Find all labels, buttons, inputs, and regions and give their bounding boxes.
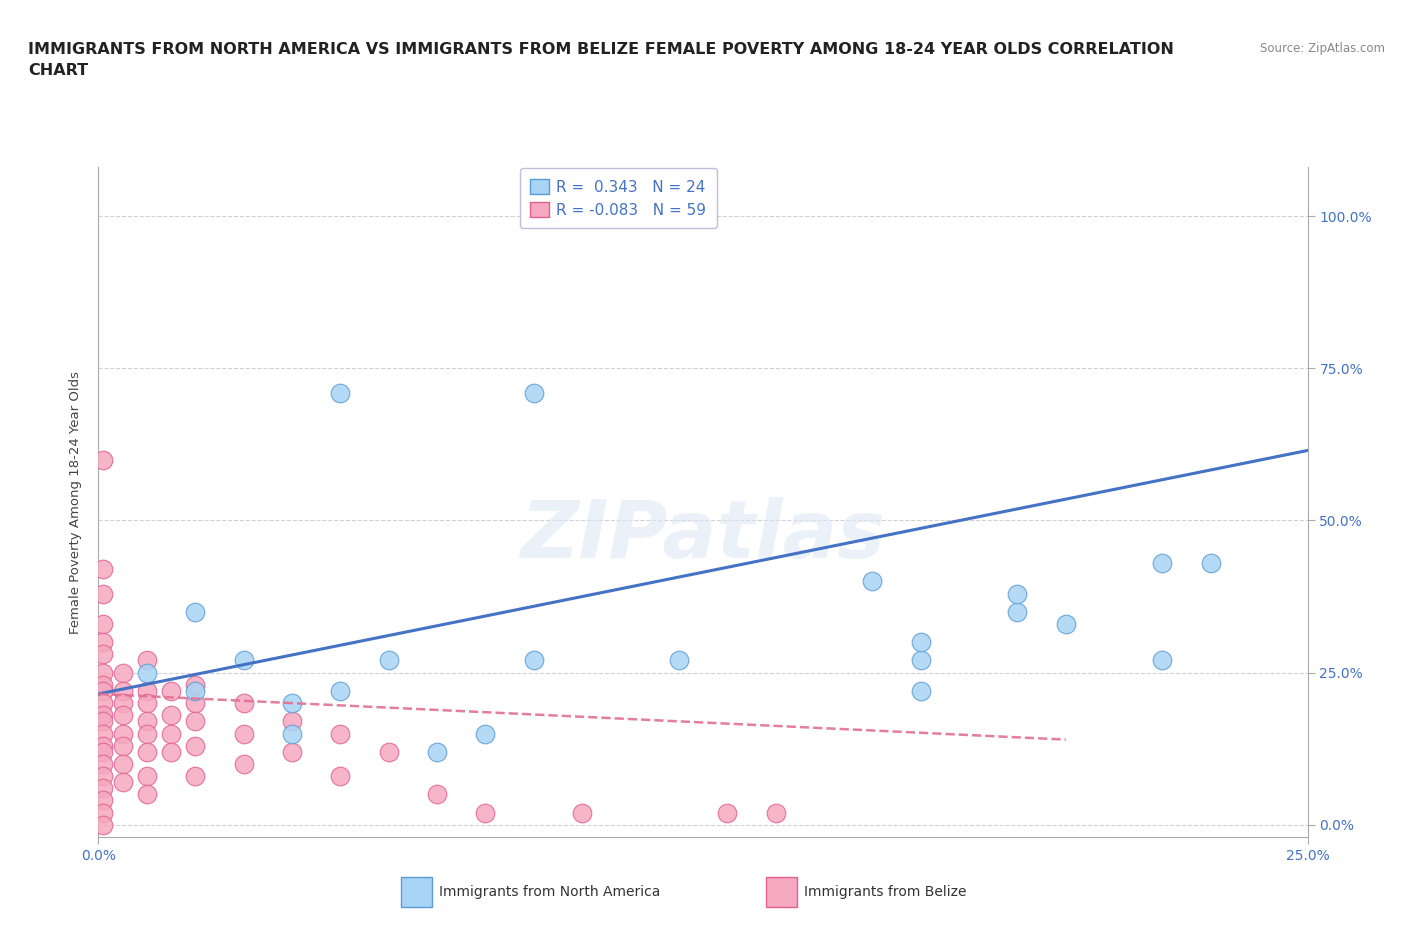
Point xyxy=(910,653,932,668)
Point xyxy=(111,684,134,698)
Point xyxy=(426,744,449,759)
Point xyxy=(377,744,399,759)
Point xyxy=(91,696,114,711)
Point xyxy=(111,726,134,741)
Point xyxy=(135,653,157,668)
Point xyxy=(111,696,134,711)
Point xyxy=(91,708,114,723)
Point xyxy=(232,726,254,741)
Point xyxy=(232,653,254,668)
Point xyxy=(184,714,207,729)
Point xyxy=(474,726,496,741)
Point xyxy=(1152,653,1174,668)
Point xyxy=(860,574,883,589)
Point xyxy=(426,787,449,802)
Point xyxy=(91,744,114,759)
Point xyxy=(91,452,114,467)
Legend: R =  0.343   N = 24, R = -0.083   N = 59: R = 0.343 N = 24, R = -0.083 N = 59 xyxy=(520,168,717,229)
Point xyxy=(910,684,932,698)
Point xyxy=(135,684,157,698)
Point xyxy=(91,738,114,753)
Point xyxy=(91,677,114,692)
Point xyxy=(1152,555,1174,570)
Point xyxy=(160,708,183,723)
Point xyxy=(91,817,114,832)
Point xyxy=(1007,604,1029,619)
Point xyxy=(91,805,114,820)
Text: IMMIGRANTS FROM NORTH AMERICA VS IMMIGRANTS FROM BELIZE FEMALE POVERTY AMONG 18-: IMMIGRANTS FROM NORTH AMERICA VS IMMIGRA… xyxy=(28,42,1174,78)
Point xyxy=(91,665,114,680)
Point xyxy=(135,726,157,741)
Point xyxy=(91,617,114,631)
Point xyxy=(91,781,114,796)
Point xyxy=(184,604,207,619)
Point xyxy=(135,665,157,680)
Point xyxy=(281,714,304,729)
Point xyxy=(184,684,207,698)
Point xyxy=(160,744,183,759)
Point xyxy=(91,793,114,808)
Point xyxy=(135,696,157,711)
Point xyxy=(184,677,207,692)
Point xyxy=(232,696,254,711)
Point xyxy=(329,385,352,400)
Point xyxy=(571,805,593,820)
Text: Immigrants from Belize: Immigrants from Belize xyxy=(804,884,967,899)
Point xyxy=(91,635,114,650)
Point xyxy=(474,805,496,820)
Text: Source: ZipAtlas.com: Source: ZipAtlas.com xyxy=(1260,42,1385,55)
Point xyxy=(281,744,304,759)
Point xyxy=(111,708,134,723)
Point xyxy=(281,696,304,711)
Point xyxy=(111,775,134,790)
Point xyxy=(1199,555,1222,570)
Point xyxy=(184,696,207,711)
Point xyxy=(281,726,304,741)
Point xyxy=(91,714,114,729)
Point xyxy=(135,787,157,802)
Point xyxy=(668,653,690,668)
Point xyxy=(135,744,157,759)
Point xyxy=(91,586,114,601)
Point xyxy=(135,714,157,729)
Point xyxy=(111,738,134,753)
Point xyxy=(91,769,114,784)
Point xyxy=(329,726,352,741)
Point xyxy=(91,562,114,577)
Point xyxy=(91,726,114,741)
Y-axis label: Female Poverty Among 18-24 Year Olds: Female Poverty Among 18-24 Year Olds xyxy=(69,371,83,633)
Point xyxy=(232,756,254,771)
Point xyxy=(184,769,207,784)
Text: ZIPatlas: ZIPatlas xyxy=(520,497,886,575)
Point xyxy=(1054,617,1077,631)
Point xyxy=(329,769,352,784)
Point xyxy=(523,385,546,400)
Point xyxy=(91,756,114,771)
Point xyxy=(377,653,399,668)
Point xyxy=(111,665,134,680)
Point xyxy=(523,653,546,668)
Point xyxy=(91,684,114,698)
Point xyxy=(160,726,183,741)
Point xyxy=(91,647,114,662)
Point xyxy=(135,769,157,784)
Point xyxy=(160,684,183,698)
Point xyxy=(329,684,352,698)
Point xyxy=(716,805,738,820)
Point xyxy=(1007,586,1029,601)
Point xyxy=(111,756,134,771)
Text: Immigrants from North America: Immigrants from North America xyxy=(439,884,659,899)
Point xyxy=(765,805,787,820)
Point xyxy=(184,738,207,753)
Point xyxy=(910,635,932,650)
